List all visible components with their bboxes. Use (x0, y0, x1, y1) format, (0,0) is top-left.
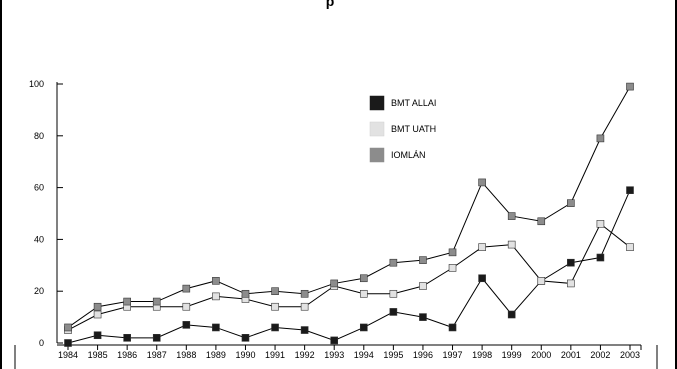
x-tick-label: 1993 (324, 350, 344, 360)
data-point (389, 258, 398, 267)
data-point (271, 287, 279, 296)
data-point (507, 240, 516, 249)
x-tick-label: 1994 (354, 350, 374, 360)
data-point (448, 248, 457, 257)
x-tick-label: 1991 (265, 350, 285, 360)
data-point (93, 331, 102, 340)
legend-swatch (369, 147, 385, 163)
data-point (123, 297, 131, 306)
x-tick-label: 2000 (531, 350, 551, 360)
data-point (596, 220, 605, 228)
data-point (300, 326, 309, 334)
series-0 (64, 186, 634, 347)
x-tick-label: 1997 (443, 350, 463, 360)
data-point (596, 134, 605, 143)
legend-swatch (369, 121, 385, 137)
data-point (626, 243, 634, 251)
data-point (419, 256, 427, 264)
data-point (241, 289, 250, 298)
data-point (507, 310, 516, 319)
legend-label: IOMLÁN (391, 150, 426, 160)
y-tick-label: 20 (34, 286, 44, 296)
series-line (67, 223, 631, 331)
y-tick-label: 100 (29, 79, 44, 89)
data-point (93, 302, 102, 311)
data-point (152, 297, 161, 306)
data-point (359, 289, 368, 298)
series-layer (64, 82, 634, 347)
data-point (389, 289, 398, 298)
data-point (596, 253, 605, 262)
data-point (537, 277, 546, 285)
x-tick-label: 1986 (117, 350, 137, 360)
data-point (300, 302, 309, 311)
data-point (271, 323, 279, 332)
x-tick-label: 2002 (590, 350, 610, 360)
data-point (330, 336, 339, 345)
legend-swatch (369, 95, 385, 111)
data-point (64, 339, 72, 347)
data-point (182, 284, 191, 293)
data-point (567, 279, 575, 288)
data-point (241, 334, 250, 342)
series-line (67, 189, 631, 344)
data-point (93, 310, 102, 319)
data-point (123, 334, 131, 342)
series-line (67, 86, 631, 328)
x-tick-label: 1995 (383, 350, 403, 360)
data-point (389, 308, 398, 316)
data-point (300, 289, 309, 298)
x-tick-label: 1990 (235, 350, 255, 360)
data-point (152, 334, 161, 342)
y-tick-label: 60 (34, 183, 44, 193)
data-point (212, 277, 220, 285)
y-tick-label: 0 (39, 338, 44, 348)
y-tick-label: 80 (34, 131, 44, 141)
x-tick-label: 1996 (413, 350, 433, 360)
x-tick-label: 2001 (561, 350, 581, 360)
data-point (330, 279, 339, 288)
x-tick-label: 1984 (58, 350, 78, 360)
data-point (478, 274, 486, 283)
x-tick-label: 1998 (472, 350, 492, 360)
data-point (567, 258, 575, 267)
axes: 0 20 40 60 80 100 1984 1985 1986 1987 1988 1989 1990… (14, 79, 658, 369)
x-tick-label: 1985 (88, 350, 108, 360)
y-tick-label: 40 (34, 234, 44, 244)
data-point (448, 264, 457, 272)
data-point (537, 217, 546, 226)
x-tick-label: 1992 (295, 350, 315, 360)
legend-label: BMT UATH (391, 124, 436, 134)
data-point (448, 323, 457, 332)
series-1 (64, 220, 634, 334)
data-point (182, 321, 191, 329)
x-tick-label: 1987 (147, 350, 167, 360)
x-tick-label: 1989 (206, 350, 226, 360)
data-point (182, 302, 191, 311)
x-tick-label: 1999 (502, 350, 522, 360)
series-2 (64, 82, 634, 332)
data-point (359, 323, 368, 332)
data-point (419, 282, 427, 290)
legend: BMT ALLAI BMT UATH IOMLÁN (369, 95, 436, 163)
data-point (271, 302, 279, 311)
chart-title: p (326, 0, 335, 9)
x-tick-label: 1988 (176, 350, 196, 360)
data-point (478, 243, 486, 251)
data-point (359, 274, 368, 283)
data-point (567, 199, 575, 207)
legend-label: BMT ALLAI (391, 98, 436, 108)
data-point (64, 323, 72, 332)
data-point (478, 178, 486, 187)
x-tick-label: 2003 (620, 350, 640, 360)
data-point (419, 313, 427, 321)
data-point (626, 186, 634, 194)
data-point (212, 292, 220, 301)
data-point (212, 323, 220, 332)
data-point (626, 82, 634, 91)
data-point (507, 212, 516, 220)
